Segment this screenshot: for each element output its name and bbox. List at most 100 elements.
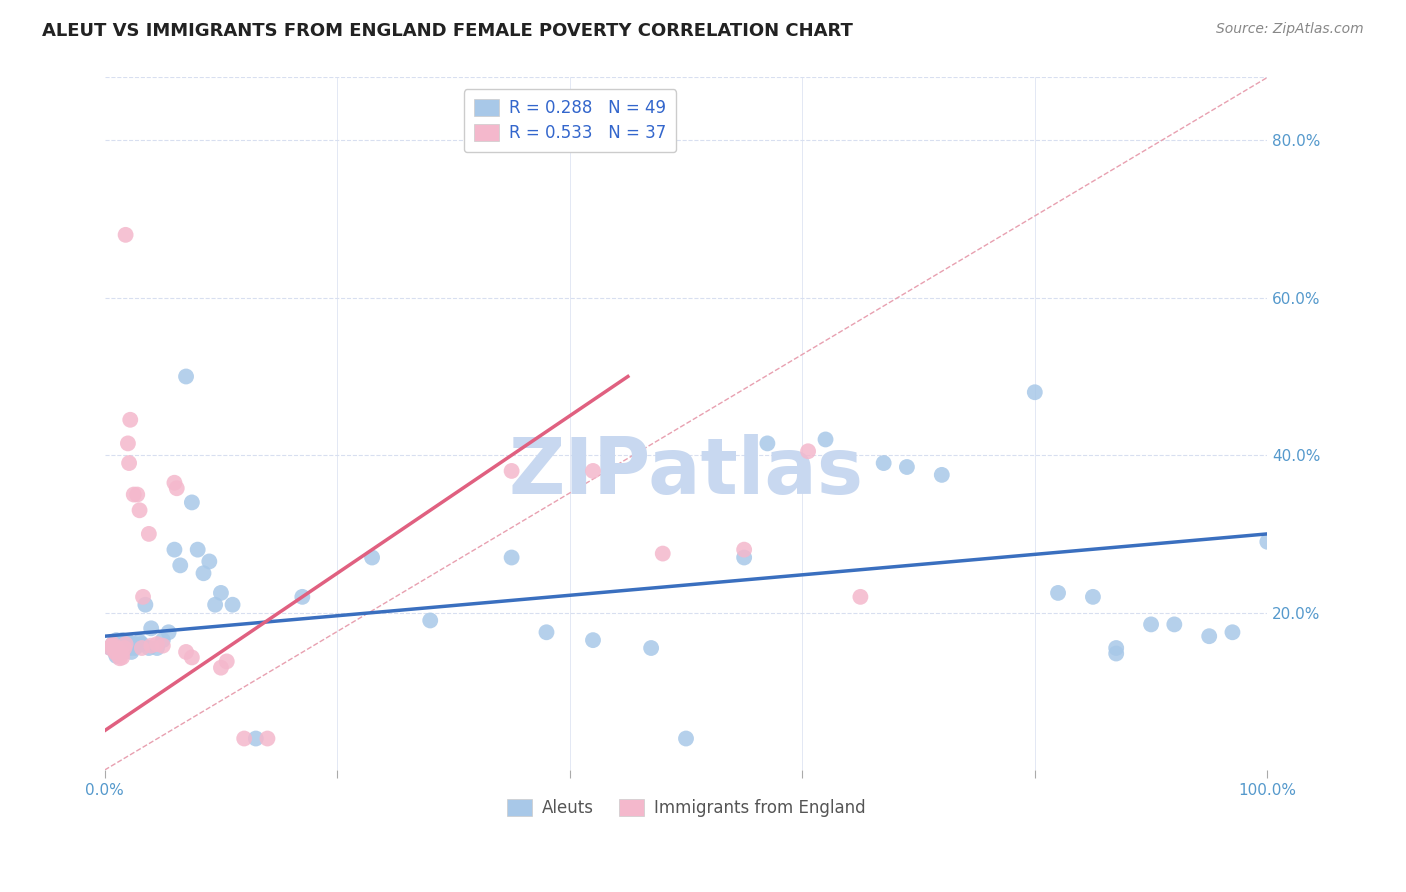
Point (112, 637, 135, 651)
Point (141, 639, 163, 653)
Point (215, 654, 238, 668)
Point (127, 487, 149, 501)
Point (107, 645, 129, 659)
Point (209, 661, 232, 675)
Point (114, 640, 136, 655)
Point (107, 637, 129, 651)
Point (797, 444, 820, 458)
Point (180, 495, 202, 509)
Point (128, 634, 150, 648)
Point (209, 586, 232, 600)
Point (849, 590, 872, 604)
Point (131, 640, 153, 655)
Point (169, 558, 191, 573)
Point (141, 621, 163, 635)
Point (536, 625, 558, 640)
Point (872, 456, 894, 470)
Point (1163, 617, 1185, 632)
Point (101, 637, 124, 651)
Point (814, 433, 837, 447)
Point (419, 614, 441, 628)
Point (187, 542, 209, 557)
Point (896, 460, 918, 475)
Point (124, 640, 146, 655)
Point (1256, 534, 1278, 549)
Point (105, 640, 128, 655)
Point (107, 643, 129, 657)
Point (108, 640, 131, 655)
Point (108, 651, 131, 665)
Point (100, 639, 122, 653)
Point (198, 554, 221, 568)
Point (1105, 640, 1128, 655)
Point (1222, 625, 1244, 640)
Point (1140, 617, 1163, 632)
Point (131, 637, 153, 651)
Point (193, 566, 215, 581)
Point (105, 639, 128, 653)
Point (117, 436, 139, 450)
Point (1047, 586, 1070, 600)
Point (108, 648, 131, 663)
Point (756, 436, 779, 450)
Point (114, 640, 136, 655)
Point (233, 731, 256, 746)
Point (152, 639, 174, 653)
Point (103, 640, 125, 655)
Point (1024, 385, 1046, 400)
Point (640, 640, 662, 655)
Point (146, 637, 169, 651)
Point (163, 542, 186, 557)
Point (1105, 647, 1128, 661)
Point (166, 481, 188, 495)
Point (291, 590, 314, 604)
Point (134, 598, 156, 612)
Point (103, 640, 125, 655)
Point (733, 542, 755, 557)
Point (651, 547, 673, 561)
Legend: Aleuts, Immigrants from England: Aleuts, Immigrants from England (501, 792, 872, 824)
Point (152, 633, 174, 648)
Point (221, 598, 243, 612)
Point (256, 731, 278, 746)
Point (100, 640, 122, 655)
Point (120, 413, 142, 427)
Point (114, 637, 136, 651)
Point (132, 590, 155, 604)
Text: ALEUT VS IMMIGRANTS FROM ENGLAND FEMALE POVERTY CORRELATION CHART: ALEUT VS IMMIGRANTS FROM ENGLAND FEMALE … (42, 22, 853, 40)
Point (128, 503, 150, 517)
Point (138, 640, 160, 655)
Point (105, 645, 128, 659)
Point (101, 637, 124, 651)
Point (105, 647, 128, 661)
Point (675, 731, 697, 746)
Point (204, 598, 226, 612)
Point (245, 731, 267, 746)
Point (117, 634, 139, 648)
Point (111, 650, 134, 665)
Point (582, 633, 605, 648)
Point (105, 648, 128, 663)
Point (501, 464, 523, 478)
Point (931, 467, 953, 482)
Point (110, 645, 132, 659)
Point (122, 487, 145, 501)
Point (180, 650, 202, 665)
Point (582, 464, 605, 478)
Point (114, 227, 136, 242)
Point (1081, 590, 1104, 604)
Text: Source: ZipAtlas.com: Source: ZipAtlas.com (1216, 22, 1364, 37)
Point (157, 625, 180, 640)
Point (127, 639, 149, 653)
Point (1198, 629, 1220, 643)
Point (733, 550, 755, 565)
Point (115, 639, 138, 653)
Point (120, 645, 142, 659)
Point (104, 645, 127, 659)
Text: ZIPatlas: ZIPatlas (509, 434, 863, 510)
Point (146, 640, 169, 655)
Point (174, 645, 197, 659)
Point (118, 456, 141, 470)
Point (120, 640, 142, 655)
Point (111, 647, 134, 661)
